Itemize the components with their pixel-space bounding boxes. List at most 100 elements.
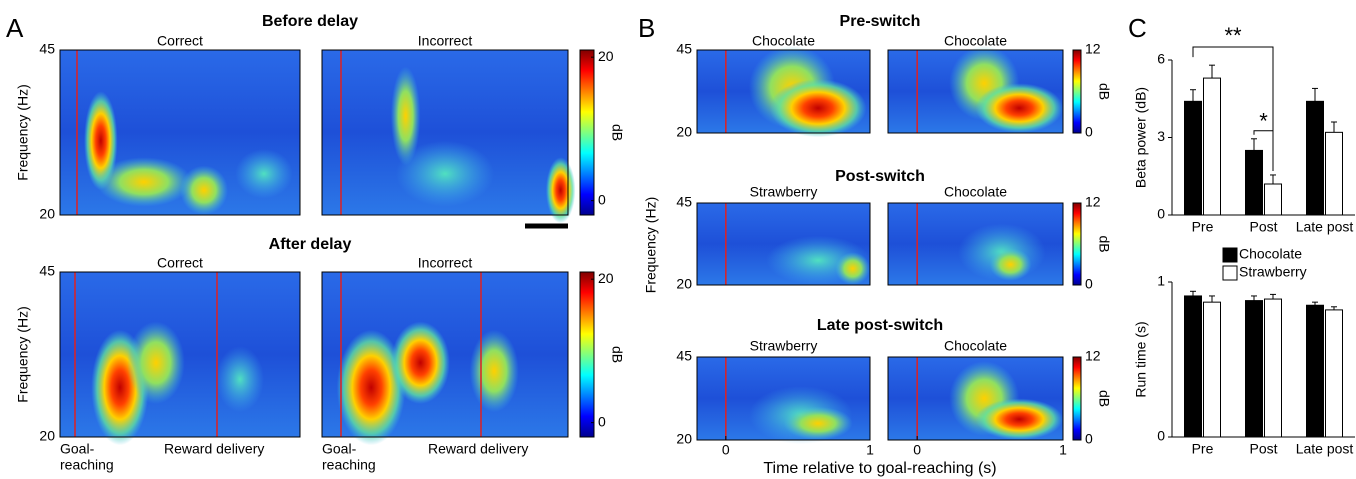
- x-tick-label: 0: [913, 442, 921, 458]
- bar: [1264, 183, 1282, 216]
- event-label: Reward delivery: [428, 441, 528, 457]
- colorbar-tick-label: 0: [1085, 124, 1093, 140]
- colorbar-tick-label: 12: [1085, 194, 1101, 210]
- bar: [1203, 77, 1221, 216]
- spectrogram-blob: [395, 140, 495, 207]
- y-tick-label: 20: [676, 276, 692, 292]
- spectrogram-blob: [545, 157, 576, 224]
- event-label: reaching: [322, 457, 376, 473]
- y-tick-label: 20: [676, 124, 692, 140]
- y-tick-label: 3: [1157, 128, 1165, 144]
- bar: [1306, 304, 1324, 438]
- plot-label: Chocolate: [944, 338, 1007, 354]
- x-tick-label: Pre: [1192, 219, 1214, 235]
- colorbar-label: dB: [609, 124, 625, 141]
- colorbar-tick-label: 0: [598, 191, 606, 207]
- colorbar-label: dB: [609, 346, 625, 363]
- section-title: Late post-switch: [817, 317, 943, 334]
- y-tick-label: 0: [1157, 428, 1165, 444]
- y-axis-label: Frequency (Hz): [643, 197, 659, 293]
- colorbar: [579, 271, 595, 438]
- plot-label: Correct: [157, 255, 203, 271]
- significance-bracket: [1192, 46, 1274, 167]
- y-tick-label: 45: [39, 41, 55, 57]
- colorbar-tick-label: 12: [1085, 41, 1101, 57]
- plot-label: Strawberry: [750, 184, 818, 200]
- section-title: Pre-switch: [840, 13, 921, 30]
- colorbar-label: dB: [1096, 235, 1112, 252]
- plot-label: Chocolate: [752, 33, 815, 49]
- legend-swatch: [1222, 265, 1238, 281]
- plot-label: Correct: [157, 33, 203, 49]
- plot-frame: [696, 202, 871, 286]
- event-label: Reward delivery: [164, 441, 264, 457]
- plot-frame: [59, 271, 301, 438]
- legend-label: Strawberry: [1239, 264, 1307, 280]
- legend-label: Chocolate: [1239, 246, 1302, 262]
- bar: [1184, 295, 1202, 438]
- y-axis-label: Frequency (Hz): [15, 84, 31, 180]
- bar: [1325, 309, 1343, 438]
- colorbar-tick-label: 20: [598, 48, 614, 64]
- spectrogram-blob: [235, 149, 293, 199]
- y-tick-label: 45: [676, 348, 692, 364]
- panel-letter: B: [638, 13, 655, 43]
- spectrogram-blob: [336, 329, 406, 446]
- spectrogram-blob: [469, 329, 519, 413]
- plot-label: Strawberry: [750, 338, 818, 354]
- colorbar-label: dB: [1096, 390, 1112, 407]
- y-tick-label: 6: [1157, 51, 1165, 67]
- x-tick-label: Post: [1249, 441, 1277, 457]
- section-title: After delay: [269, 236, 352, 253]
- spectrogram-blob: [180, 165, 228, 215]
- spectrogram-blob: [127, 321, 185, 404]
- significance-bracket: [1253, 130, 1274, 171]
- event-label: Goal-: [60, 441, 95, 457]
- x-tick-label: Late post: [1296, 219, 1354, 235]
- colorbar: [1072, 356, 1082, 441]
- spectrogram-blob: [769, 79, 867, 138]
- spectrogram-blob: [975, 398, 1063, 440]
- spectrogram-blob: [783, 406, 853, 440]
- plot-frame: [696, 49, 871, 134]
- plot-label: Chocolate: [944, 184, 1007, 200]
- bar: [1203, 301, 1221, 438]
- x-tick-label: 0: [722, 442, 730, 458]
- event-label: reaching: [60, 457, 114, 473]
- panel-letter: C: [1128, 13, 1147, 43]
- spectrogram-blob: [835, 252, 870, 285]
- plot-frame: [59, 49, 301, 216]
- bar: [1264, 298, 1282, 438]
- y-tick-label: 45: [676, 41, 692, 57]
- y-tick-label: 20: [39, 206, 55, 222]
- bar: [1184, 100, 1202, 216]
- x-tick-label: Pre: [1192, 441, 1214, 457]
- plot-label: Incorrect: [418, 255, 473, 271]
- x-tick-label: Late post: [1296, 441, 1354, 457]
- spectrogram-blob: [390, 66, 421, 166]
- y-tick-label: 45: [676, 194, 692, 210]
- x-axis-label: Time relative to goal-reaching (s): [763, 460, 996, 477]
- event-label: Goal-: [322, 441, 357, 457]
- colorbar: [1072, 49, 1082, 134]
- y-tick-label: 20: [39, 428, 55, 444]
- section-title: Post-switch: [835, 168, 925, 185]
- y-axis-label: Run time (s): [1133, 321, 1149, 397]
- colorbar-tick-label: 0: [598, 413, 606, 429]
- colorbar-tick-label: 0: [1085, 431, 1093, 447]
- plot-frame: [887, 202, 1064, 286]
- plot-frame: [887, 356, 1064, 441]
- colorbar-tick-label: 0: [1085, 276, 1093, 292]
- plot-frame: [321, 271, 569, 438]
- significance-label: *: [1259, 109, 1268, 134]
- spectrogram-blob: [390, 321, 450, 404]
- section-title: Before delay: [262, 13, 358, 30]
- plot-frame: [321, 49, 569, 216]
- bar: [1325, 131, 1343, 216]
- y-tick-label: 0: [1157, 206, 1165, 222]
- x-tick-label: 1: [1059, 442, 1067, 458]
- y-tick-label: 20: [676, 431, 692, 447]
- bar: [1245, 300, 1263, 438]
- y-axis-label: Beta power (dB): [1133, 87, 1149, 188]
